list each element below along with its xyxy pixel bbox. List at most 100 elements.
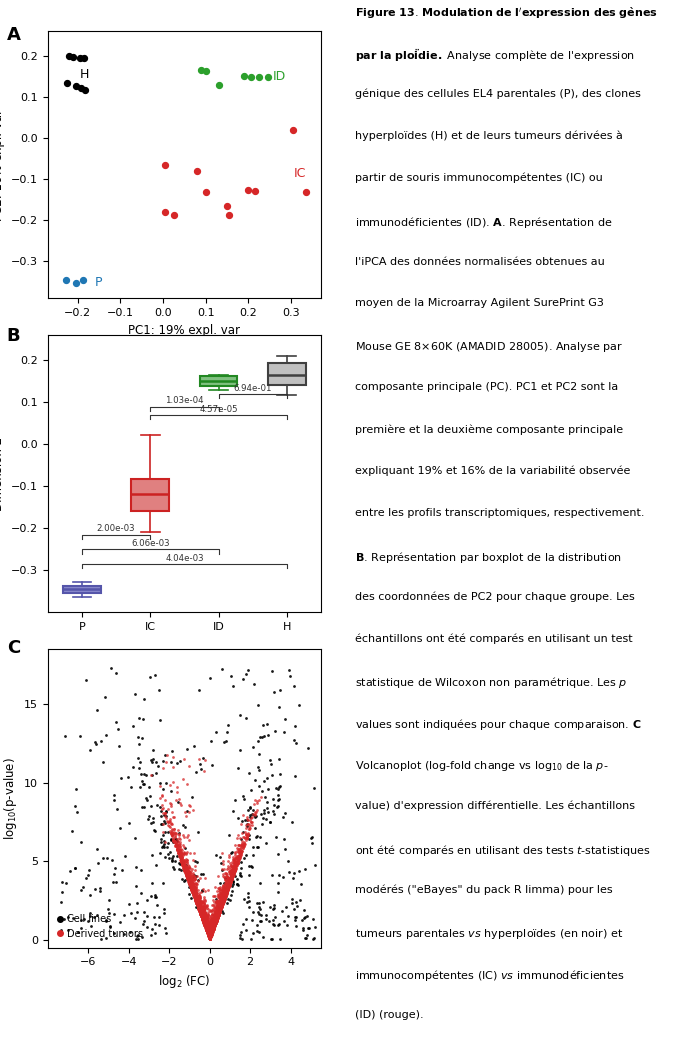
Point <box>193 890 204 907</box>
Point <box>199 915 210 932</box>
Point <box>168 808 179 825</box>
Point <box>214 898 225 915</box>
Point <box>193 901 204 918</box>
Point <box>181 866 192 883</box>
Point <box>192 876 203 893</box>
Point <box>219 889 230 906</box>
Point <box>219 890 229 907</box>
Point <box>230 856 241 873</box>
Point <box>177 849 188 866</box>
Point <box>225 871 236 888</box>
Point <box>212 901 223 918</box>
Point <box>178 857 189 874</box>
Point <box>204 928 215 944</box>
Point <box>198 901 209 918</box>
Point <box>105 660 116 676</box>
Point <box>207 919 218 936</box>
Point <box>197 908 208 925</box>
Point <box>240 830 251 847</box>
Point <box>217 894 227 911</box>
Point <box>208 919 219 936</box>
Point <box>217 892 228 909</box>
Point <box>247 912 257 929</box>
Point <box>210 914 221 931</box>
Point <box>227 861 238 877</box>
Point <box>193 901 204 918</box>
Point <box>212 897 223 914</box>
Point <box>208 915 219 932</box>
Point <box>206 906 217 922</box>
Point <box>225 875 236 892</box>
Point <box>209 909 220 926</box>
Point <box>179 862 190 878</box>
Point <box>275 931 285 948</box>
Point <box>181 853 192 870</box>
Point <box>193 894 204 911</box>
Point <box>192 162 203 179</box>
Point <box>236 842 247 859</box>
Point <box>232 829 242 846</box>
Point <box>184 873 195 890</box>
Point <box>174 846 185 863</box>
Point <box>126 905 137 921</box>
Point <box>191 895 202 912</box>
Point <box>201 920 212 937</box>
Point <box>247 808 257 825</box>
Point <box>212 910 223 927</box>
Point <box>182 868 193 885</box>
Point <box>229 862 240 878</box>
Point <box>223 869 234 886</box>
Point <box>208 922 219 939</box>
Point <box>222 871 233 888</box>
Point <box>178 861 189 877</box>
Point <box>191 893 201 910</box>
Text: Volcanoplot (log-fold change vs log$_{10}$ de la $p$-: Volcanoplot (log-fold change vs log$_{10… <box>355 759 609 773</box>
Point <box>242 828 253 845</box>
Point <box>195 903 206 919</box>
Point <box>225 892 236 909</box>
Text: IC: IC <box>293 166 305 180</box>
Point <box>188 879 199 896</box>
Point <box>229 865 240 882</box>
Point <box>223 872 234 889</box>
Point <box>233 837 244 853</box>
Point <box>202 921 213 938</box>
Point <box>213 905 224 921</box>
Point <box>150 889 161 906</box>
Point <box>114 914 125 931</box>
Point <box>137 773 148 789</box>
Point <box>206 908 217 925</box>
Point <box>206 928 217 944</box>
Point <box>193 899 204 916</box>
Point <box>168 207 179 224</box>
Point <box>205 922 216 939</box>
PathPatch shape <box>268 363 306 384</box>
Point <box>187 883 198 899</box>
Point <box>208 918 219 935</box>
Point <box>206 732 217 749</box>
Point <box>217 892 227 909</box>
Point <box>203 914 214 931</box>
Point <box>186 879 197 896</box>
Point <box>194 896 205 913</box>
Point <box>196 899 207 916</box>
Point <box>217 895 227 912</box>
Point <box>210 914 221 931</box>
Point <box>206 926 217 942</box>
Point <box>70 77 81 94</box>
Point <box>223 874 234 891</box>
Point <box>236 844 247 861</box>
Point <box>198 914 209 931</box>
Point <box>184 875 195 892</box>
Point <box>223 877 234 894</box>
Point <box>221 882 232 898</box>
Text: statistique de Wilcoxon non paramétrique. Les $p$: statistique de Wilcoxon non paramétrique… <box>355 675 627 690</box>
Point <box>238 833 249 850</box>
Point <box>213 907 224 923</box>
Point <box>165 812 176 829</box>
Point <box>220 884 231 900</box>
Point <box>214 904 225 920</box>
Point <box>212 906 223 922</box>
Point <box>227 883 238 899</box>
Point <box>111 714 122 731</box>
